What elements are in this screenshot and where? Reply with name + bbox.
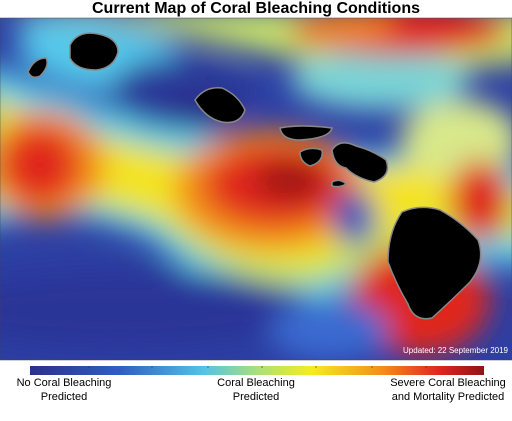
- island: [331, 179, 348, 188]
- map-frame: [0, 17, 512, 361]
- island: [331, 142, 389, 183]
- legend-label: Predicted: [233, 391, 279, 403]
- updated-note: Updated: 22 September 2019: [403, 346, 509, 355]
- islands: [27, 32, 482, 320]
- island: [69, 32, 119, 71]
- colorbar: [30, 366, 484, 375]
- colorbar-ticks: [88, 366, 427, 368]
- island: [387, 206, 482, 320]
- legend-label: Predicted: [41, 391, 87, 403]
- legend: No Coral Bleaching Predicted Coral Bleac…: [17, 366, 506, 403]
- legend-label: Coral Bleaching: [217, 377, 295, 389]
- legend-label: No Coral Bleaching: [17, 377, 112, 389]
- island: [279, 125, 333, 141]
- island: [299, 147, 323, 167]
- title: Current Map of Coral Bleaching Condition…: [92, 0, 420, 17]
- legend-label: and Mortality Predicted: [392, 391, 505, 403]
- bleaching-map: Updated: 22 September 2019: [0, 18, 512, 360]
- island: [194, 87, 246, 124]
- legend-label: Severe Coral Bleaching: [390, 377, 506, 389]
- island: [27, 57, 48, 79]
